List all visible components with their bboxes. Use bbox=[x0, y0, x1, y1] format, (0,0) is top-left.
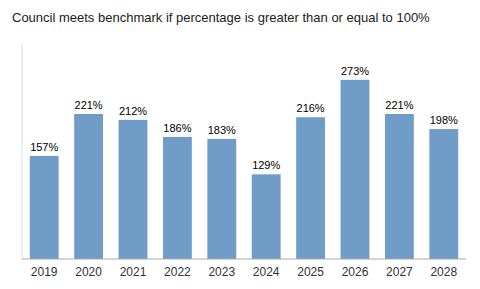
x-tick-label: 2022 bbox=[164, 265, 191, 279]
data-label: 186% bbox=[163, 122, 191, 134]
bar bbox=[296, 117, 325, 259]
data-label: 216% bbox=[297, 102, 325, 114]
data-label: 221% bbox=[75, 99, 103, 111]
y-axis-line bbox=[22, 44, 23, 259]
data-labels: 157% 221% 212% 186% 183% 129% 216% 273% 221% 198% bbox=[30, 65, 458, 172]
bar bbox=[429, 129, 458, 259]
bar bbox=[207, 139, 236, 259]
title: Council meets benchmark if percentage is… bbox=[12, 10, 430, 25]
bar bbox=[163, 137, 192, 259]
bar bbox=[119, 120, 148, 259]
x-axis-line bbox=[22, 259, 466, 260]
x-tick-label: 2020 bbox=[75, 265, 102, 279]
bar bbox=[74, 114, 103, 259]
x-tick-label: 2019 bbox=[31, 265, 58, 279]
x-tick-label: 2025 bbox=[297, 265, 324, 279]
x-tick-labels: 2019 2020 2021 2022 2023 2024 2025 2026 2027 2028 bbox=[31, 265, 458, 279]
data-label: 129% bbox=[252, 159, 280, 171]
data-label: 273% bbox=[341, 65, 369, 77]
x-tick-label: 2027 bbox=[386, 265, 413, 279]
bar bbox=[385, 114, 414, 259]
x-tick-label: 2028 bbox=[430, 265, 457, 279]
bar bbox=[341, 80, 370, 259]
data-label: 221% bbox=[385, 99, 413, 111]
x-tick-label: 2026 bbox=[342, 265, 369, 279]
data-label: 157% bbox=[30, 141, 58, 153]
data-label: 183% bbox=[208, 124, 236, 136]
x-tick-label: 2024 bbox=[253, 265, 280, 279]
x-tick-label: 2021 bbox=[120, 265, 147, 279]
bar bbox=[252, 174, 281, 259]
bar bbox=[30, 156, 59, 259]
x-tick-label: 2023 bbox=[208, 265, 235, 279]
data-label: 212% bbox=[119, 105, 147, 117]
chart: Council meets benchmark if percentage is… bbox=[0, 0, 480, 289]
bars bbox=[30, 80, 458, 259]
data-label: 198% bbox=[430, 114, 458, 126]
